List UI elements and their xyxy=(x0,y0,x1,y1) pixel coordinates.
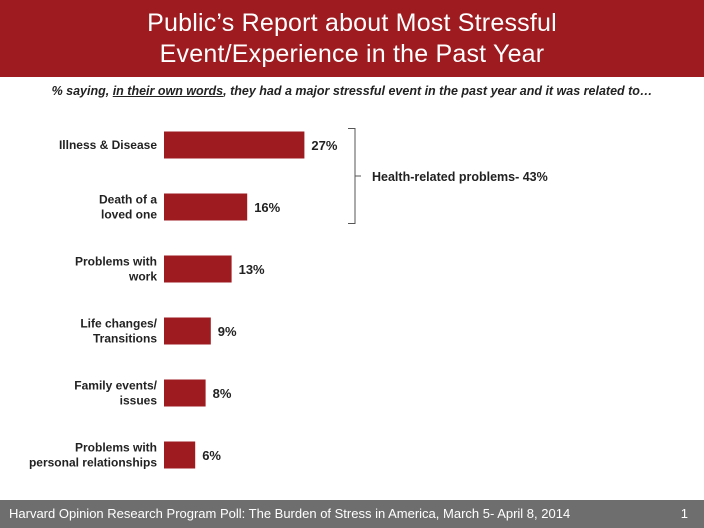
chart-subtitle: % saying, in their own words, they had a… xyxy=(0,84,704,98)
chart-title-line-1: Public’s Report about Most Stressful xyxy=(147,8,557,37)
chart-title-line-2: Event/Experience in the Past Year xyxy=(159,39,545,68)
subtitle-underlined: in their own words xyxy=(112,84,224,98)
data-label-1: 27% xyxy=(311,138,337,153)
bar-4 xyxy=(164,317,211,345)
annotation-text: Health-related problems- 43% xyxy=(372,170,548,184)
category-label-1: Illness & Disease xyxy=(59,138,157,152)
footer-bar: Harvard Opinion Research Program Poll: T… xyxy=(0,500,704,528)
bar-2 xyxy=(164,193,248,221)
data-label-2: 16% xyxy=(254,200,280,215)
annotation-bracket xyxy=(348,128,361,224)
category-label-6: Problems with personal relationships xyxy=(29,441,157,470)
data-label-5: 8% xyxy=(213,386,232,401)
category-label-2: Death of a loved one xyxy=(99,193,157,222)
data-label-3: 13% xyxy=(239,262,265,277)
bar-chart: 27% Illness & Disease 16% Death of a loved o… xyxy=(29,128,548,470)
subtitle-prefix: % saying, xyxy=(51,84,113,98)
category-label-3: Problems with work xyxy=(75,255,157,284)
category-label-4: Life changes/Transitions xyxy=(80,317,157,346)
bar-3 xyxy=(164,255,232,283)
subtitle-suffix: , they had a major stressful event in th… xyxy=(223,84,653,98)
footer-source: Harvard Opinion Research Program Poll: T… xyxy=(9,506,571,521)
bar-5 xyxy=(164,379,206,407)
data-label-4: 9% xyxy=(218,324,237,339)
page-number: 1 xyxy=(680,506,688,521)
title-banner: Public’s Report about Most Stressful Eve… xyxy=(0,0,704,77)
data-label-6: 6% xyxy=(202,448,221,463)
category-label-5: Family events/issues xyxy=(74,379,157,408)
bar-1 xyxy=(164,131,305,159)
bar-6 xyxy=(164,441,196,469)
